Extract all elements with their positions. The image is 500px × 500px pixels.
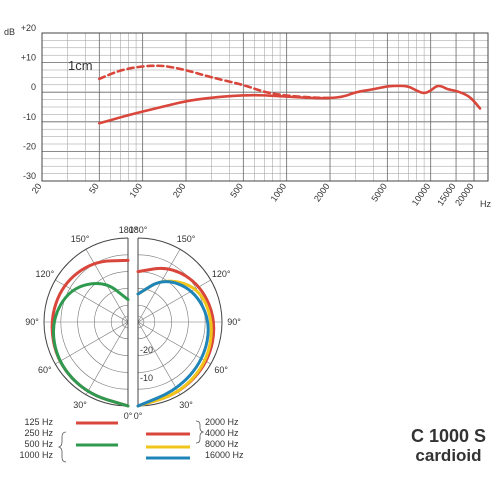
polar-angle-label: 90° — [25, 317, 39, 327]
polar-curve — [51, 282, 130, 408]
polar-angle-label: 180° — [129, 225, 148, 235]
x-tick-label: 2000 — [312, 181, 332, 203]
y-tick-label: -30 — [23, 171, 36, 181]
legend-brace — [57, 431, 67, 463]
y-tick-label: -10 — [23, 112, 36, 122]
polar-spoke — [137, 249, 181, 323]
legend-label: 1000 Hz — [19, 450, 53, 460]
y-tick-label: +20 — [21, 23, 36, 33]
polar-angle-label: 0° — [124, 411, 133, 421]
polar-curves — [50, 258, 216, 408]
y-tick-label: +10 — [21, 53, 36, 63]
polar-curve — [136, 279, 213, 408]
polar-angle-label: 120° — [212, 269, 231, 279]
pickup-pattern: cardioid — [415, 446, 482, 465]
polar-angle-label: 90° — [227, 317, 241, 327]
polar-ring-label: -10 — [140, 373, 153, 383]
legend-label: 2000 Hz — [205, 417, 239, 427]
polar-curve — [136, 280, 210, 408]
polar-ring-label: -20 — [140, 345, 153, 355]
polar-spoke — [55, 321, 129, 365]
x-tick-label: 20000 — [453, 181, 476, 207]
x-axis-label: Hz — [480, 199, 491, 209]
y-tick-label: 0 — [31, 82, 36, 92]
distance-annotation: 1cm — [68, 58, 93, 73]
polar-angle-label: 180° — [119, 225, 138, 235]
legend-label: 500 Hz — [24, 439, 53, 449]
polar-angle-label: 30° — [179, 400, 193, 410]
x-tick-label: 50 — [87, 181, 101, 195]
polar-angle-label: 150° — [71, 234, 90, 244]
x-tick-label: 500 — [228, 181, 245, 199]
polar-curve — [50, 258, 130, 408]
polar-spoke — [55, 279, 129, 323]
frequency-grid — [41, 32, 489, 182]
polar-angle-label: 60° — [38, 365, 52, 375]
polar-angle-label: 150° — [177, 234, 196, 244]
x-tick-label: 1000 — [269, 181, 289, 203]
polar-angle-label: 60° — [214, 365, 228, 375]
frequency-response-curves — [98, 64, 482, 125]
x-tick-label: 200 — [171, 181, 188, 199]
plot-frame — [41, 32, 489, 182]
response-curve — [98, 84, 482, 125]
polar-spoke — [85, 321, 129, 395]
polar-angle-label: 0° — [134, 411, 143, 421]
y-axis-label: dB — [4, 27, 15, 37]
legend-brace — [195, 420, 205, 444]
y-tick-label: -20 — [23, 141, 36, 151]
x-tick-label: 10000 — [410, 181, 433, 207]
legend-label: 4000 Hz — [205, 428, 239, 438]
x-tick-label: 5000 — [369, 181, 389, 203]
polar-labels: 0° 0° 30° 30° 60° 60° 90° 90° 120° 120° 150° 150° 18… — [25, 225, 241, 421]
polar-spoke — [137, 321, 181, 395]
response-curve-nearfield — [98, 64, 332, 100]
legend-label: 16000 Hz — [205, 450, 244, 460]
polar-angle-label: 120° — [36, 269, 55, 279]
polar-pattern-chart: 0° 0° 30° 30° 60° 60° 90° 90° 120° 120° 150° 150° 18… — [19, 225, 244, 463]
polar-spoke — [137, 321, 211, 365]
legend-label: 125 Hz — [24, 417, 53, 427]
x-tick-label: 20 — [30, 181, 44, 195]
product-title-block: C 1000 S cardioid — [411, 426, 486, 466]
polar-angle-label: 30° — [73, 400, 87, 410]
legend-label: 8000 Hz — [205, 439, 239, 449]
polar-grid — [43, 237, 223, 407]
x-tick-label: 100 — [127, 181, 144, 199]
model-name: C 1000 S — [410, 426, 486, 446]
legend-label: 250 Hz — [24, 428, 53, 438]
